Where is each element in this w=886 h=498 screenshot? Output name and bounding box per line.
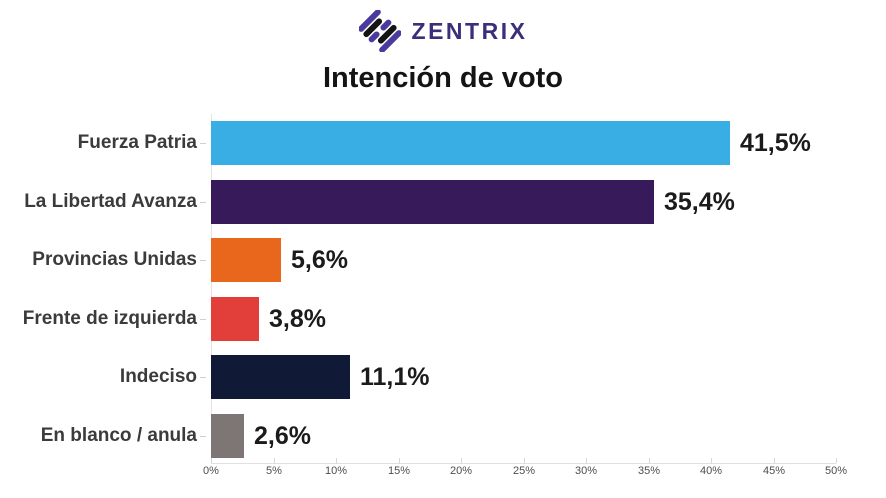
x-axis-tick-label: 25% <box>512 465 536 477</box>
bar <box>211 297 259 341</box>
y-axis-tick <box>200 318 206 320</box>
x-axis-tick <box>211 458 212 463</box>
category-label: La Libertad Avanza <box>24 191 197 212</box>
value-label: 5,6% <box>291 245 348 274</box>
y-axis-tick-zone <box>197 201 211 203</box>
x-axis-tick <box>836 458 837 463</box>
zero-axis-line <box>211 114 212 463</box>
bar <box>211 121 730 165</box>
y-axis-tick-zone <box>197 376 211 378</box>
bar-row: Fuerza Patria 41,5% <box>0 121 811 165</box>
category-label: Frente de izquierda <box>22 308 197 329</box>
category-label: Indeciso <box>119 366 197 387</box>
x-axis-tick-label: 15% <box>387 465 411 477</box>
category-label: Fuerza Patria <box>77 132 197 153</box>
category-label: En blanco / anula <box>40 425 197 446</box>
x-axis-tick-label: 50% <box>824 465 848 477</box>
value-label: 41,5% <box>740 128 811 157</box>
x-axis-tick <box>274 458 275 463</box>
bar-row: Indeciso 11,1% <box>0 355 430 399</box>
x-axis-tick <box>461 458 462 463</box>
y-axis-tick <box>200 435 206 437</box>
x-axis-tick <box>399 458 400 463</box>
y-axis-tick <box>200 259 206 261</box>
x-axis-tick <box>524 458 525 463</box>
bar <box>211 238 281 282</box>
x-axis-tick-label: 40% <box>699 465 723 477</box>
value-label: 2,6% <box>254 421 311 450</box>
bar <box>211 180 654 224</box>
x-axis-line <box>211 463 836 464</box>
y-axis-tick-zone <box>197 318 211 320</box>
y-axis-tick <box>200 376 206 378</box>
y-axis-tick <box>200 201 206 203</box>
x-axis-tick-label: 0% <box>203 465 219 477</box>
bar-row: Frente de izquierda 3,8% <box>0 297 326 341</box>
bar <box>211 414 244 458</box>
x-axis-tick-label: 10% <box>324 465 348 477</box>
value-label: 35,4% <box>664 187 735 216</box>
zentrix-logo-text: ZENTRIX <box>411 17 528 44</box>
y-axis-tick-zone <box>197 259 211 261</box>
chart-title: Intención de voto <box>322 62 564 94</box>
y-axis-tick-zone <box>197 435 211 437</box>
zentrix-logo: ZENTRIX <box>0 8 886 54</box>
value-label: 11,1% <box>360 362 430 391</box>
bar-row: La Libertad Avanza 35,4% <box>0 180 735 224</box>
y-axis-tick-zone <box>197 142 211 144</box>
x-axis-tick-label: 20% <box>449 465 473 477</box>
x-axis-tick-label: 5% <box>266 465 282 477</box>
x-axis-tick-label: 35% <box>637 465 661 477</box>
x-axis-tick-label: 30% <box>574 465 598 477</box>
category-label: Provincias Unidas <box>32 249 197 270</box>
bar-row: En blanco / anula 2,6% <box>0 414 311 458</box>
bar-row: Provincias Unidas 5,6% <box>0 238 348 282</box>
x-axis-tick <box>774 458 775 463</box>
value-label: 3,8% <box>269 304 326 333</box>
y-axis-tick <box>200 142 206 144</box>
x-axis-tick <box>711 458 712 463</box>
zentrix-diamond-icon <box>358 10 401 52</box>
x-axis-tick <box>649 458 650 463</box>
x-axis-tick-label: 45% <box>762 465 786 477</box>
x-axis-tick <box>586 458 587 463</box>
bar <box>211 355 350 399</box>
x-axis-tick <box>336 458 337 463</box>
